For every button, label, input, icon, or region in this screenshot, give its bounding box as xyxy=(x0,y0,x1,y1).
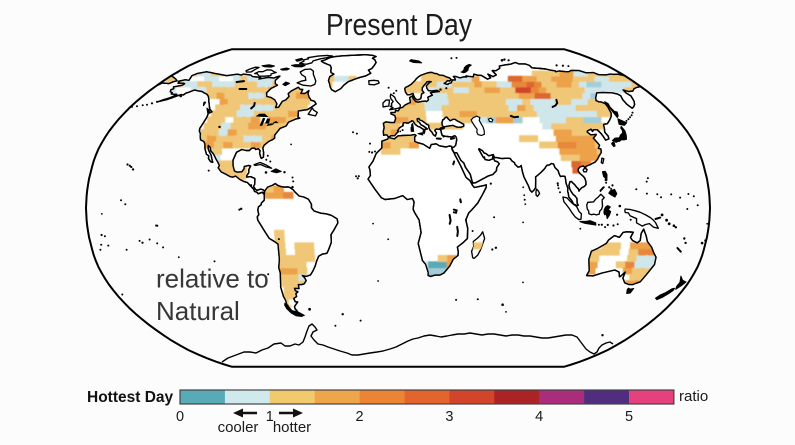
svg-text:Hottest Day: Hottest Day xyxy=(87,389,174,406)
svg-text:Present Day: Present Day xyxy=(326,7,472,42)
svg-text:ratio: ratio xyxy=(679,388,708,405)
svg-text:hotter: hotter xyxy=(273,419,311,436)
svg-text:cooler: cooler xyxy=(218,419,259,436)
svg-text:0: 0 xyxy=(176,409,184,425)
svg-text:3: 3 xyxy=(445,409,453,425)
svg-text:relative to: relative to xyxy=(156,264,269,294)
svg-text:1: 1 xyxy=(266,409,274,425)
svg-text:5: 5 xyxy=(625,409,633,425)
svg-text:4: 4 xyxy=(535,409,543,425)
svg-text:2: 2 xyxy=(356,409,364,425)
svg-text:Natural: Natural xyxy=(156,296,240,326)
